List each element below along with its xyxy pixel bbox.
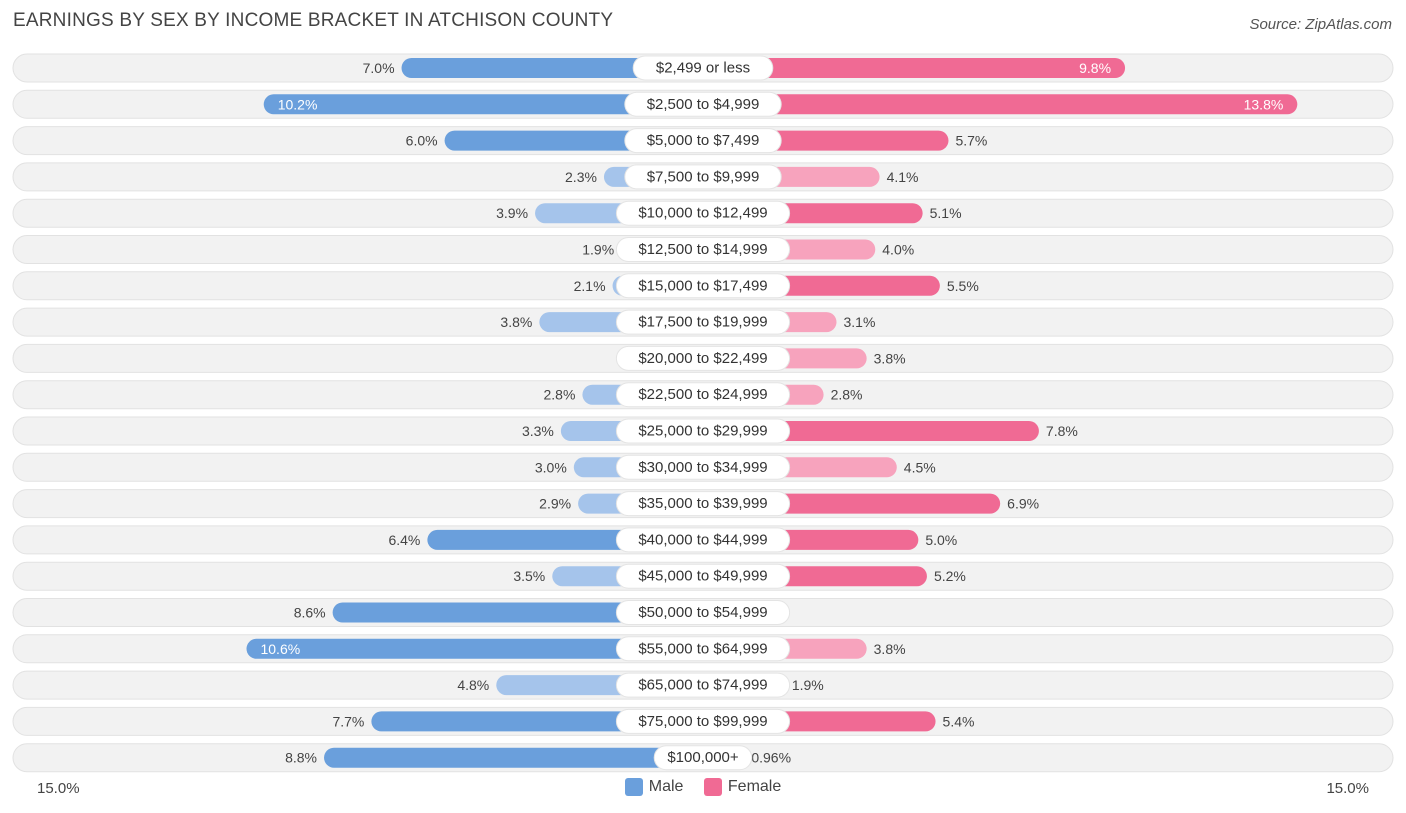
category-pill	[615, 418, 791, 444]
category-pill	[615, 491, 791, 517]
label-male: 7.7%	[332, 713, 364, 729]
category-pill	[615, 708, 791, 734]
category-pill	[615, 454, 791, 480]
legend-label-male: Male	[648, 778, 684, 795]
label-female: 4.1%	[887, 169, 919, 185]
category-label: $65,000 to $74,999	[638, 677, 767, 694]
label-male: 10.6%	[260, 641, 300, 657]
label-male: 1.9%	[582, 242, 614, 258]
label-male: 2.3%	[565, 169, 597, 185]
category-pill	[624, 164, 782, 190]
label-female: 5.2%	[934, 568, 966, 584]
category-pill	[615, 200, 791, 226]
category-pill	[632, 55, 774, 81]
bar-female	[703, 58, 1126, 78]
label-male: 8.6%	[294, 605, 326, 621]
label-male: 4.8%	[457, 677, 489, 693]
category-pill	[615, 563, 791, 589]
label-male: 8.8%	[285, 750, 317, 766]
label-female: 3.8%	[874, 350, 906, 366]
label-female: 3.8%	[874, 641, 906, 657]
category-label: $10,000 to $12,499	[638, 205, 767, 222]
category-pill	[615, 345, 791, 371]
label-male: 3.8%	[500, 314, 532, 330]
category-label: $2,500 to $4,999	[647, 96, 760, 113]
category-pill	[615, 382, 791, 408]
category-label: $7,500 to $9,999	[647, 168, 760, 185]
category-label: $5,000 to $7,499	[647, 132, 760, 149]
category-label: $22,500 to $24,999	[638, 386, 767, 403]
category-pill	[653, 745, 753, 771]
legend-item-female[interactable]: Female	[703, 778, 782, 796]
category-pill	[615, 273, 791, 299]
label-male: 3.3%	[522, 423, 554, 439]
label-male: 2.8%	[543, 387, 575, 403]
category-label: $30,000 to $34,999	[638, 459, 767, 476]
axis-label-left: 15.0%	[37, 780, 80, 797]
category-label: $50,000 to $54,999	[638, 604, 767, 621]
category-pill	[615, 309, 791, 335]
label-female: 5.7%	[955, 133, 987, 149]
label-male: 6.0%	[406, 133, 438, 149]
category-label: $20,000 to $22,499	[638, 350, 767, 367]
bar-male	[401, 58, 703, 78]
category-label: $40,000 to $44,999	[638, 531, 767, 548]
bar-male	[324, 747, 703, 768]
legend-swatch-female	[703, 778, 722, 796]
category-label: $2,499 or less	[656, 60, 750, 77]
category-label: $100,000+	[667, 749, 739, 766]
category-label: $17,500 to $19,999	[638, 314, 767, 331]
label-female: 4.0%	[882, 242, 914, 258]
label-female: 5.4%	[943, 713, 975, 729]
label-male: 3.0%	[535, 459, 567, 475]
label-male: 2.1%	[574, 278, 606, 294]
label-female: 6.9%	[1007, 496, 1039, 512]
label-male: 3.5%	[513, 568, 545, 584]
category-pill	[615, 527, 791, 553]
label-male: 6.4%	[388, 532, 420, 548]
label-female: 5.5%	[947, 278, 979, 294]
label-female: 4.5%	[904, 459, 936, 475]
category-pill	[624, 91, 782, 117]
label-female: 0.96%	[751, 750, 791, 766]
category-label: $15,000 to $17,499	[638, 277, 767, 294]
category-label: $35,000 to $39,999	[638, 495, 767, 512]
label-female: 3.1%	[844, 314, 876, 330]
label-female: 7.8%	[1046, 423, 1078, 439]
category-label: $75,000 to $99,999	[638, 713, 767, 730]
legend-swatch-male	[624, 778, 643, 796]
label-female: 9.8%	[1079, 60, 1111, 76]
source-note: Source: ZipAtlas.com	[1249, 16, 1392, 33]
label-male: 3.9%	[496, 205, 528, 221]
bar-male	[332, 602, 703, 623]
category-label: $25,000 to $29,999	[638, 423, 767, 440]
category-pill	[615, 636, 791, 662]
axis-label-right: 15.0%	[1326, 780, 1369, 797]
bar-female	[703, 94, 1298, 115]
category-pill	[615, 237, 791, 262]
bar-male	[263, 94, 703, 115]
bar-male	[246, 638, 703, 659]
category-pill	[615, 600, 791, 625]
category-pill	[624, 128, 782, 154]
legend-label-female: Female	[727, 778, 782, 795]
category-label: $45,000 to $49,999	[638, 568, 767, 585]
category-pill	[615, 672, 791, 698]
category-label: $55,000 to $64,999	[638, 640, 767, 657]
label-female: 5.0%	[925, 532, 957, 548]
legend: Male Female	[0, 778, 1406, 801]
chart-title: EARNINGS BY SEX BY INCOME BRACKET IN ATC…	[13, 10, 614, 31]
label-female: 1.9%	[792, 677, 824, 693]
category-label: $12,500 to $14,999	[638, 241, 767, 258]
label-male: 7.0%	[363, 60, 395, 76]
label-female: 2.8%	[831, 387, 863, 403]
label-male: 10.2%	[278, 96, 318, 112]
label-female: 5.1%	[930, 205, 962, 221]
label-female: 13.8%	[1244, 96, 1284, 112]
legend-item-male[interactable]: Male	[624, 778, 684, 796]
label-male: 2.9%	[539, 496, 571, 512]
